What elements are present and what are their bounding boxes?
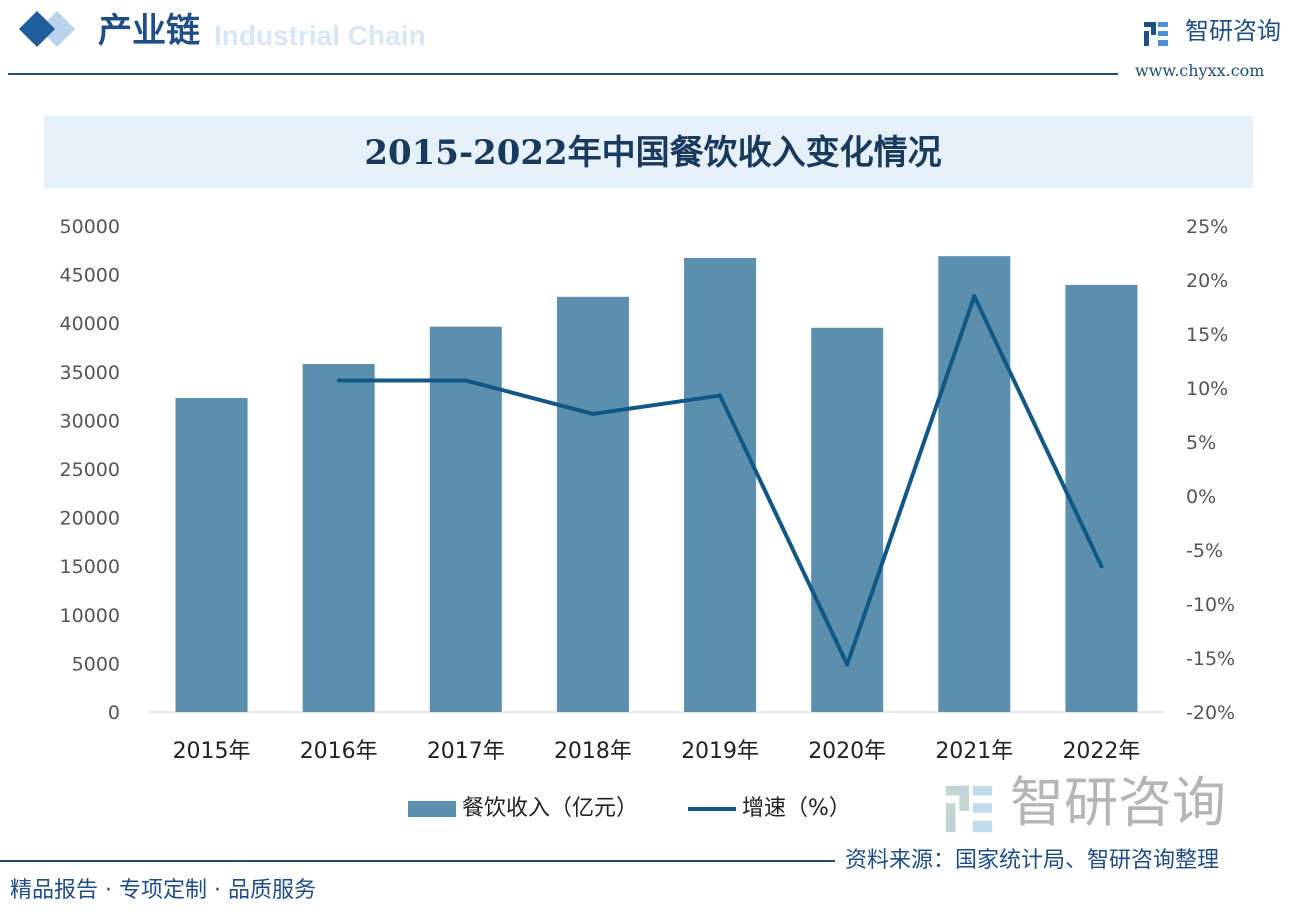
header-divider: [8, 73, 1118, 75]
bar: [684, 257, 757, 712]
left-tick-label: 10000: [60, 605, 120, 627]
right-tick-label: -5%: [1186, 540, 1223, 562]
bar: [938, 256, 1011, 712]
left-tick-label: 5000: [72, 653, 120, 675]
brand-url[interactable]: www.chyxx.com: [1135, 61, 1265, 80]
right-tick-label: 20%: [1186, 270, 1228, 292]
growth-point: [972, 294, 977, 299]
right-tick-label: -10%: [1186, 594, 1235, 616]
left-tick-label: 50000: [60, 216, 120, 238]
x-tick-label: 2021年: [935, 739, 1013, 764]
growth-point: [845, 662, 850, 667]
legend-line-swatch: [688, 806, 737, 811]
left-tick-label: 15000: [60, 556, 120, 578]
legend: 餐饮收入（亿元） 增速（%）: [408, 796, 851, 821]
right-tick-label: 5%: [1186, 432, 1216, 454]
x-tick-label: 2019年: [681, 739, 759, 764]
growth-point: [1099, 564, 1104, 569]
watermark-logo-icon: [945, 785, 993, 833]
left-tick-label: 35000: [60, 362, 120, 384]
growth-point: [463, 378, 468, 383]
right-tick-label: -20%: [1186, 702, 1235, 724]
x-tick-label: 2018年: [554, 739, 632, 764]
legend-line-label: 增速（%）: [742, 796, 851, 821]
left-tick-label: 25000: [60, 459, 120, 481]
growth-point: [590, 411, 595, 416]
x-tick-label: 2017年: [427, 739, 505, 764]
right-tick-label: 10%: [1186, 378, 1228, 400]
bar: [1065, 284, 1138, 712]
growth-point: [336, 378, 341, 383]
x-tick-label: 2016年: [300, 739, 378, 764]
right-tick-label: 25%: [1186, 216, 1228, 238]
left-tick-label: 0: [108, 702, 120, 724]
watermark-text: 智研咨询: [1010, 771, 1226, 834]
section-title: 产业链: [98, 11, 200, 51]
bar: [302, 364, 375, 712]
left-tick-label: 30000: [60, 410, 120, 432]
legend-bar-swatch: [408, 800, 456, 817]
bar: [175, 397, 248, 712]
right-tick-label: 0%: [1186, 486, 1216, 508]
x-tick-label: 2015年: [173, 739, 251, 764]
x-tick-label: 2022年: [1062, 739, 1140, 764]
bar: [429, 326, 502, 712]
right-tick-label: -15%: [1186, 648, 1235, 670]
left-tick-label: 20000: [60, 508, 120, 530]
slogan: 精品报告 · 专项定制 · 品质服务: [10, 878, 316, 903]
source-note: 资料来源：国家统计局、智研咨询整理: [845, 848, 1220, 873]
brand-logo-icon: [1144, 22, 1168, 46]
chart-title: 2015-2022年中国餐饮收入变化情况: [364, 133, 942, 173]
section-subtitle: Industrial Chain: [214, 20, 426, 51]
title-band: [44, 116, 1253, 188]
bar: [556, 296, 629, 712]
x-tick-label: 2020年: [808, 739, 886, 764]
left-tick-label: 40000: [60, 313, 120, 335]
growth-point: [718, 393, 723, 398]
right-tick-label: 15%: [1186, 324, 1228, 346]
left-tick-label: 45000: [60, 265, 120, 287]
brand-name: 智研咨询: [1185, 17, 1281, 45]
bar: [811, 327, 884, 712]
legend-bar-label: 餐饮收入（亿元）: [462, 796, 639, 821]
footer-divider: [0, 860, 835, 862]
